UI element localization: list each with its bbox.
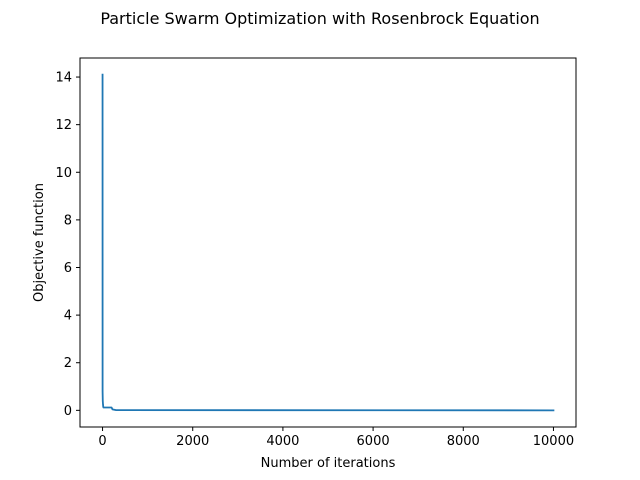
plot-area-frame [79, 57, 577, 428]
chart-title: Particle Swarm Optimization with Rosenbr… [100, 9, 539, 28]
y-tick-label: 14 [55, 71, 72, 86]
x-tick-label: 4000 [266, 434, 299, 449]
x-tick-label: 10000 [533, 434, 574, 449]
y-tick-label: 10 [55, 166, 72, 181]
y-axis-label: Objective function [32, 183, 47, 302]
y-tick-label: 6 [64, 261, 72, 276]
y-tick-label: 2 [64, 356, 72, 371]
x-axis: 0 2000 4000 6000 8000 10000 [98, 427, 574, 449]
y-tick-label: 0 [64, 404, 72, 419]
x-tick-label: 0 [98, 434, 106, 449]
y-axis: 0 2 4 6 8 10 12 14 [55, 71, 80, 419]
y-tick-label: 4 [64, 309, 72, 324]
series-line [101, 73, 555, 412]
y-tick-label: 8 [64, 213, 72, 228]
x-axis-label: Number of iterations [261, 456, 396, 471]
series-layer [101, 73, 555, 412]
x-tick-label: 6000 [357, 434, 390, 449]
x-tick-label: 2000 [176, 434, 209, 449]
y-tick-label: 12 [55, 118, 72, 133]
x-tick-label: 8000 [447, 434, 480, 449]
